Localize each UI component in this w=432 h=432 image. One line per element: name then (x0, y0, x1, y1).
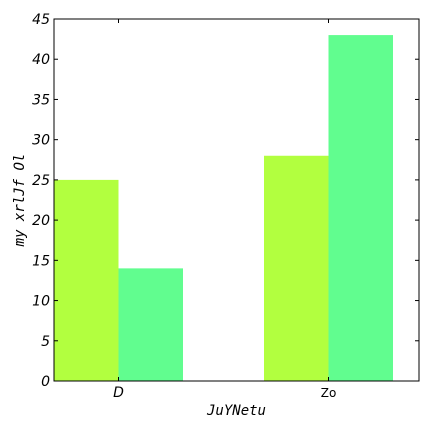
y-tick-label: 40 (32, 52, 50, 68)
x-tick-label: D (113, 385, 124, 401)
y-tick-label: 35 (32, 92, 50, 108)
y-tick-label: 25 (32, 173, 50, 189)
bars-group (54, 35, 393, 381)
y-tick-label: 45 (32, 12, 50, 28)
bar-d-series-2 (118, 268, 183, 381)
y-tick-label: 5 (41, 334, 50, 350)
x-tick-label: Zo (321, 386, 337, 400)
bar-d-series-1 (54, 179, 119, 381)
x-axis-label: JuYNetu (206, 403, 266, 419)
y-tick-label: 15 (32, 253, 50, 269)
plot-frame (53, 18, 420, 382)
y-axis-ticks: 0 5 10 15 20 25 30 35 40 45 (32, 12, 419, 390)
x-axis-ticks: D Zo (113, 19, 336, 401)
y-tick-label: 20 (32, 213, 50, 229)
y-tick-label: 30 (32, 133, 50, 149)
bar-zo-series-1 (264, 155, 329, 381)
y-tick-label: 10 (32, 294, 50, 310)
y-axis-label: my xrlJf Ol (12, 154, 28, 248)
y-tick-label: 0 (41, 374, 50, 390)
bar-zo-series-2 (328, 35, 393, 381)
